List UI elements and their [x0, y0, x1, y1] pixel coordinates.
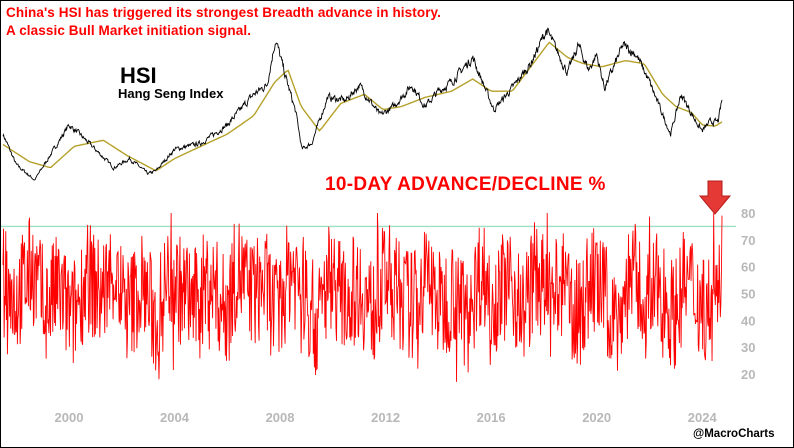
advance-decline-title: 10-DAY ADVANCE/DECLINE % — [325, 174, 606, 195]
hsi-price-line — [2, 27, 723, 181]
y-tick-label: 70 — [741, 233, 755, 248]
x-tick-label: 2020 — [582, 410, 611, 425]
x-tick-label: 2008 — [266, 410, 295, 425]
y-axis: 80 70 60 50 40 30 20 — [741, 206, 755, 382]
x-tick-label: 2004 — [160, 410, 190, 425]
advance-decline-layer — [2, 212, 723, 382]
y-tick-label: 30 — [741, 340, 755, 355]
headline-line-2: A classic Bull Market initiation signal. — [6, 23, 252, 38]
x-tick-label: 2016 — [477, 410, 506, 425]
price-layer — [2, 27, 723, 181]
signal-arrow-layer — [698, 180, 732, 215]
credit-label: @MacroCharts — [693, 428, 775, 440]
signal-arrow-icon — [698, 180, 732, 215]
advance-decline-line — [2, 212, 723, 382]
x-axis: 2000 2004 2008 2012 2016 2020 2024 — [55, 410, 718, 425]
x-tick-label: 2012 — [371, 410, 400, 425]
moving-average-layer — [2, 41, 723, 172]
x-tick-label: 2000 — [55, 410, 84, 425]
y-tick-label: 50 — [741, 287, 755, 302]
index-symbol: HSI — [120, 63, 157, 88]
y-tick-label: 60 — [741, 260, 755, 275]
y-tick-label: 80 — [741, 206, 755, 221]
y-tick-label: 20 — [741, 367, 755, 382]
hsi-moving-average-line — [2, 41, 723, 172]
index-name: Hang Seng Index — [118, 86, 224, 101]
headline-line-1: China's HSI has triggered its strongest … — [6, 5, 442, 20]
x-tick-label: 2024 — [688, 410, 718, 425]
y-tick-label: 40 — [741, 313, 755, 328]
